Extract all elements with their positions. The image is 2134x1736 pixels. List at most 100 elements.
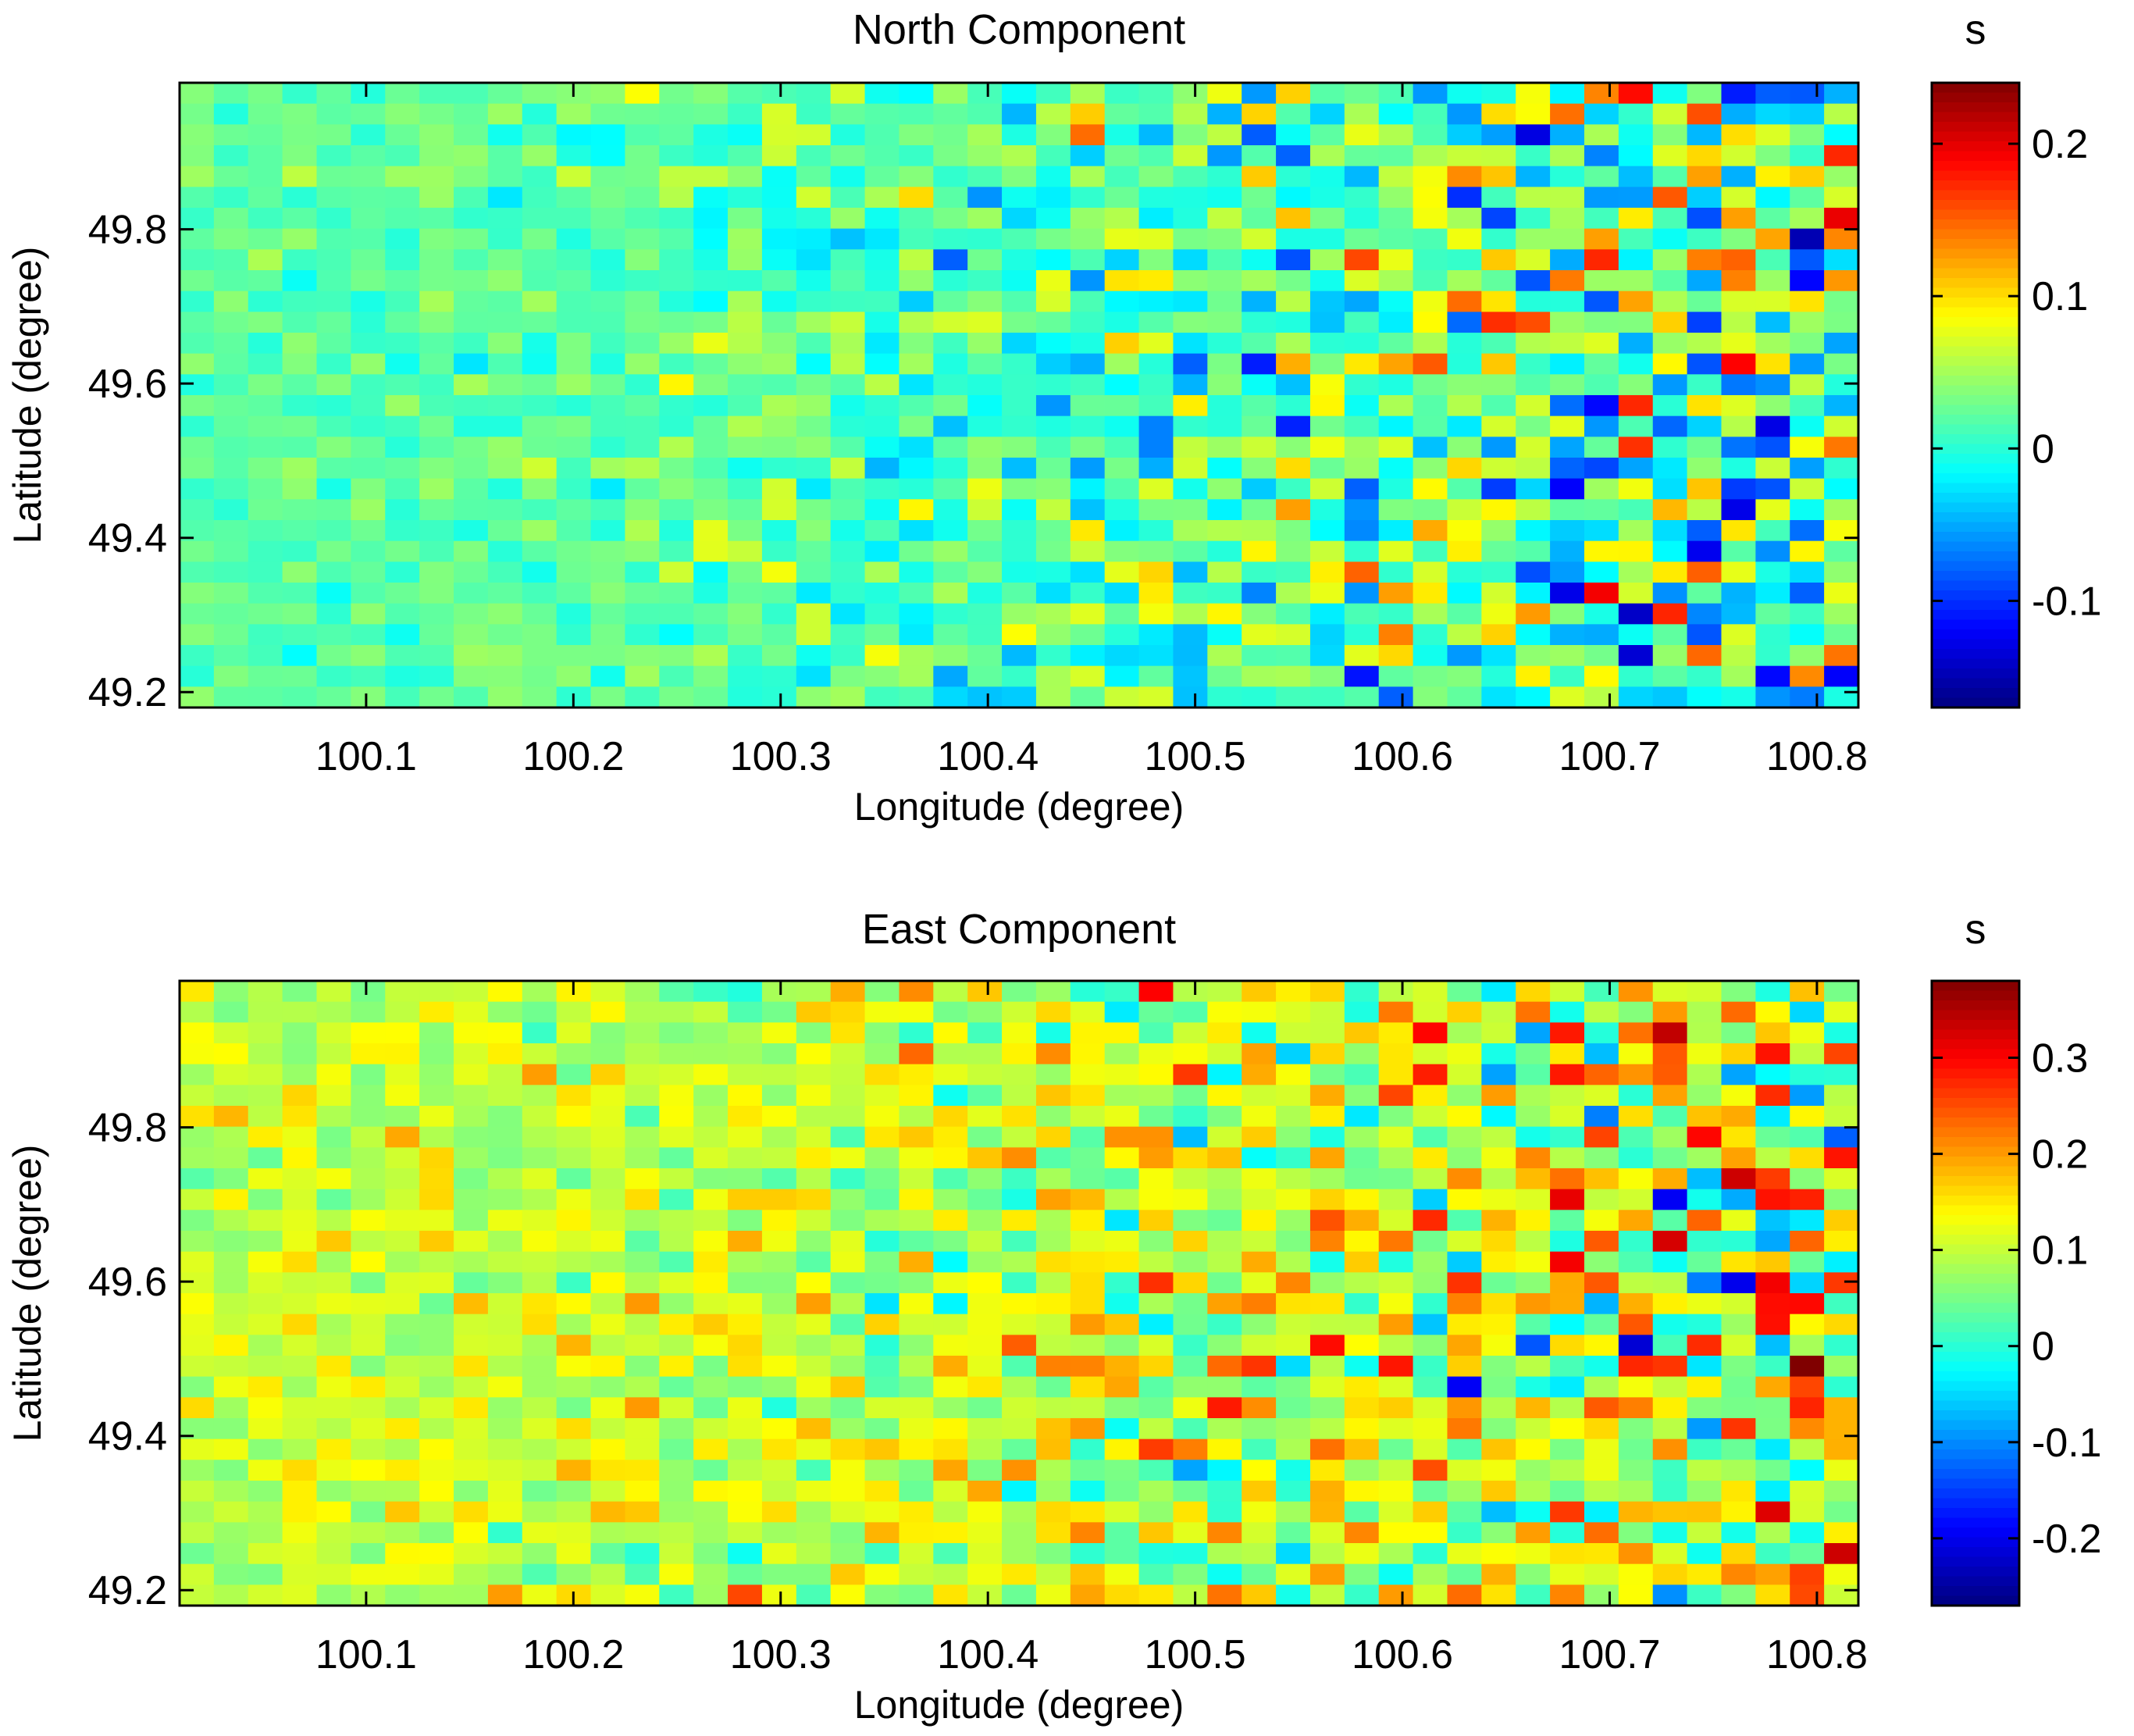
heatmap-cell: [1652, 374, 1688, 396]
heatmap-cell: [1618, 499, 1654, 521]
heatmap-cell: [728, 1501, 763, 1523]
heatmap-cell: [1652, 665, 1688, 687]
heatmap-cell: [1755, 208, 1790, 230]
heatmap-cell: [1309, 145, 1345, 167]
heatmap-cell: [419, 583, 454, 604]
heatmap-cell: [1070, 312, 1106, 333]
heatmap-cell: [282, 166, 318, 187]
heatmap-cell: [693, 1397, 729, 1419]
colorbar-segment: [1932, 83, 2019, 94]
heatmap-cell: [1002, 249, 1037, 271]
heatmap-cell: [1309, 499, 1345, 521]
heatmap-cell: [1481, 1314, 1516, 1335]
heatmap-cell: [1070, 520, 1106, 542]
heatmap-cell: [1721, 499, 1756, 521]
heatmap-cell: [248, 1231, 283, 1253]
heatmap-cell: [1104, 312, 1140, 333]
heatmap-cell: [556, 1418, 592, 1440]
heatmap-cell: [1138, 208, 1174, 230]
heatmap-cell: [316, 1210, 351, 1232]
heatmap-cell: [590, 103, 626, 125]
heatmap-cell: [1652, 1001, 1688, 1023]
heatmap-cell: [1721, 686, 1756, 708]
heatmap-cell: [1242, 1522, 1277, 1544]
heatmap-cell: [487, 333, 523, 355]
heatmap-cell: [864, 561, 900, 583]
heatmap-cell: [693, 665, 729, 687]
heatmap-cell: [933, 353, 968, 375]
heatmap-cell: [1173, 291, 1208, 312]
heatmap-cell: [1618, 603, 1654, 625]
heatmap-cell: [1242, 1001, 1277, 1023]
heatmap-cell: [1242, 1438, 1277, 1460]
heatmap-cell: [590, 1481, 626, 1503]
heatmap-cell: [351, 1126, 386, 1148]
heatmap-cell: [385, 1189, 420, 1210]
heatmap-cell: [1173, 645, 1208, 667]
heatmap-cell: [385, 1168, 420, 1190]
heatmap-cell: [351, 1418, 386, 1440]
heatmap-cell: [556, 353, 592, 375]
heatmap-cell: [1721, 353, 1756, 375]
heatmap-cell: [1687, 603, 1723, 625]
heatmap-cell: [351, 1189, 386, 1210]
heatmap-cell: [1687, 1272, 1723, 1294]
heatmap-cell: [1276, 478, 1311, 500]
heatmap-cell: [1790, 353, 1825, 375]
heatmap-cell: [522, 353, 558, 375]
heatmap-cell: [1618, 187, 1654, 209]
heatmap-cell: [899, 208, 934, 230]
heatmap-cell: [1687, 583, 1723, 604]
colorbar-segment: [1932, 697, 2019, 708]
heatmap-cell: [1584, 1272, 1619, 1294]
heatmap-cell: [693, 1231, 729, 1253]
heatmap-cell: [933, 1501, 968, 1523]
heatmap-cell: [1447, 1022, 1482, 1044]
heatmap-cell: [1721, 645, 1756, 667]
heatmap-cell: [625, 1397, 660, 1419]
heatmap-cell: [351, 645, 386, 667]
heatmap-cell: [213, 1543, 249, 1565]
heatmap-cell: [693, 228, 729, 250]
heatmap-cell: [625, 1189, 660, 1210]
heatmap-cell: [1652, 1147, 1688, 1169]
heatmap-cell: [659, 208, 694, 230]
heatmap-cell: [1070, 1210, 1106, 1232]
heatmap-cell: [282, 83, 318, 105]
heatmap-cell: [590, 603, 626, 625]
heatmap-cell: [1481, 540, 1516, 562]
heatmap-cell: [454, 1356, 489, 1378]
heatmap-cell: [351, 1563, 386, 1585]
heatmap-cell: [796, 478, 832, 500]
heatmap-cell: [1618, 624, 1654, 646]
heatmap-cell: [1790, 1438, 1825, 1460]
heatmap-cell: [1070, 1126, 1106, 1148]
x-tick-label: 100.1: [315, 1632, 417, 1677]
heatmap-cell: [1104, 624, 1140, 646]
heatmap-cell: [419, 1147, 454, 1169]
heatmap-cell: [1378, 561, 1414, 583]
heatmap-cell: [693, 499, 729, 521]
heatmap-cell: [1790, 249, 1825, 271]
heatmap-cell: [625, 1356, 660, 1378]
heatmap-cell: [1104, 1418, 1140, 1440]
heatmap-cell: [796, 124, 832, 146]
heatmap-cell: [1173, 208, 1208, 230]
heatmap-cell: [351, 1356, 386, 1378]
heatmap-cell: [625, 583, 660, 604]
heatmap-cell: [522, 187, 558, 209]
heatmap-cell: [659, 1064, 694, 1085]
heatmap-cell: [1035, 1522, 1071, 1544]
heatmap-cell: [1002, 1147, 1037, 1169]
heatmap-cell: [1035, 374, 1071, 396]
heatmap-cell: [351, 1272, 386, 1294]
heatmap-cell: [1035, 1438, 1071, 1460]
heatmap-cell: [625, 1168, 660, 1190]
heatmap-cell: [625, 1314, 660, 1335]
heatmap-cell: [1584, 520, 1619, 542]
heatmap-cell: [967, 1231, 1003, 1253]
heatmap-cell: [1413, 665, 1448, 687]
heatmap-cell: [659, 1481, 694, 1503]
heatmap-cell: [1173, 478, 1208, 500]
heatmap-cell: [1584, 228, 1619, 250]
